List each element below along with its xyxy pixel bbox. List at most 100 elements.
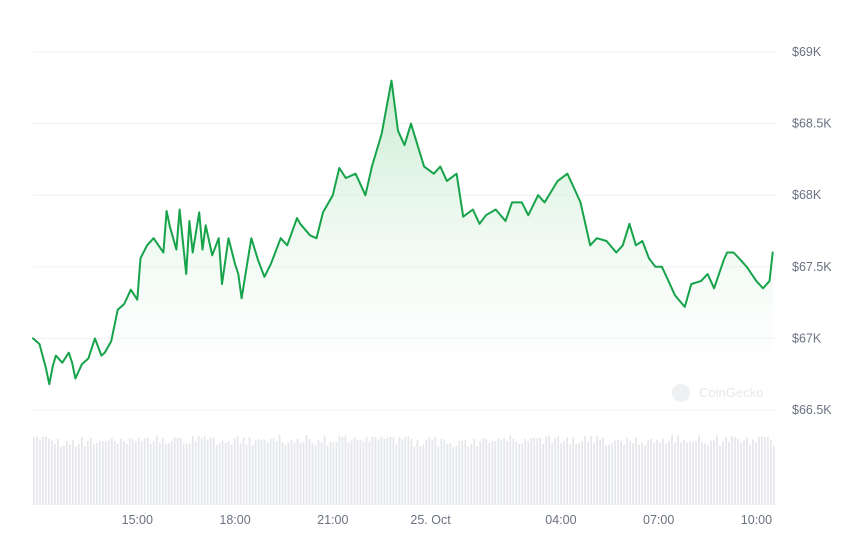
volume-bar [470, 443, 473, 505]
x-tick-label: 04:00 [545, 513, 576, 527]
volume-bar [680, 442, 682, 505]
volume-bar [203, 436, 206, 505]
volume-bar [695, 441, 697, 505]
x-tick-label: 18:00 [219, 513, 250, 527]
volume-bar [467, 446, 470, 505]
volume-bar [662, 438, 664, 505]
volume-bar [233, 438, 236, 505]
volume-bar [41, 436, 44, 505]
volume-bar [608, 444, 611, 505]
price-line-series [32, 79, 774, 386]
y-tick-label: $66.5K [792, 403, 832, 417]
volume-bar [140, 441, 143, 505]
volume-bar [365, 436, 368, 505]
volume-bar [71, 439, 74, 505]
volume-bar [767, 436, 769, 505]
volume-bar [713, 439, 715, 505]
volume-bar [164, 443, 167, 505]
volume-bar [182, 443, 185, 505]
volume-bar [410, 438, 413, 505]
volume-bar [575, 443, 578, 505]
volume-bar [446, 443, 449, 505]
volume-bar [455, 445, 458, 505]
volume-bar [674, 442, 676, 505]
volume-bar [194, 441, 197, 505]
volume-bar [485, 438, 488, 505]
volume-bar [734, 436, 736, 505]
volume-bar [473, 438, 476, 505]
volume-bar [251, 445, 254, 505]
volume-bar [143, 438, 146, 505]
volume-bar [668, 441, 670, 505]
volume-bar [173, 437, 176, 505]
volume-bar [509, 435, 512, 505]
volume-bar [62, 445, 65, 505]
volume-bar [683, 439, 685, 505]
volume-bar [74, 446, 77, 505]
volume-bar [33, 437, 35, 505]
volume-bar [44, 436, 47, 505]
volume-bar [287, 442, 290, 505]
volume-bar [155, 435, 158, 505]
volume-bar [536, 438, 539, 505]
volume-bar [590, 436, 593, 505]
volume-bar [380, 436, 383, 505]
volume-bar [593, 443, 596, 505]
volume-bar [392, 437, 395, 505]
volume-bar [77, 443, 80, 505]
volume-bar [359, 439, 362, 505]
y-axis-ticks: $69K $68.5K $68K $67.5K $67K $66.5K [792, 45, 832, 417]
volume-bar [671, 434, 673, 505]
y-tick-label: $68.5K [792, 117, 832, 131]
volume-bar [116, 443, 119, 505]
volume-bar [308, 438, 311, 505]
volume-bar [161, 438, 164, 505]
volume-bar [407, 436, 410, 505]
volume-bar [533, 437, 536, 505]
volume-bar [488, 443, 491, 505]
volume-bar [191, 436, 194, 505]
volume-bar [386, 437, 389, 505]
volume-bar [542, 443, 545, 505]
volume-bar [209, 437, 212, 505]
volume-bar [128, 438, 131, 505]
volume-bar [323, 435, 326, 505]
volume-bar [317, 440, 320, 505]
volume-bar [632, 443, 634, 505]
volume-bar [419, 446, 422, 505]
volume-bar [89, 438, 92, 505]
volume-bar [263, 439, 266, 505]
volume-bar [497, 438, 500, 505]
volume-bar [275, 441, 278, 505]
volume-bar [599, 439, 602, 505]
coingecko-logo-icon [672, 384, 690, 402]
volume-bar [377, 439, 380, 505]
volume-bar [641, 442, 643, 505]
volume-bar [479, 441, 482, 505]
x-axis-ticks: 15:00 18:00 21:00 25. Oct 04:00 07:00 10:00 [122, 513, 772, 527]
volume-bar [368, 441, 371, 505]
volume-bar [653, 442, 655, 505]
volume-bar [434, 436, 437, 505]
volume-bar [389, 436, 392, 505]
volume-bar [221, 440, 224, 505]
volume-bar [476, 446, 479, 505]
volume-bar [314, 445, 317, 505]
volume-bar [329, 441, 332, 505]
volume-bar [635, 437, 637, 505]
volume-bar [587, 441, 590, 505]
volume-bar [230, 444, 233, 505]
volume-bar [80, 436, 83, 505]
volume-bar [101, 441, 104, 505]
volume-bar [539, 437, 542, 505]
volume-bar [512, 438, 515, 505]
volume-bar [413, 446, 416, 505]
volume-bar [206, 439, 209, 505]
volume-bar [602, 437, 605, 505]
volume-bar [53, 443, 56, 505]
volume-bar [443, 440, 446, 505]
volume-bar [50, 440, 53, 505]
volume-bar [461, 440, 464, 505]
volume-bar [338, 436, 341, 505]
volume-bar [332, 442, 335, 505]
